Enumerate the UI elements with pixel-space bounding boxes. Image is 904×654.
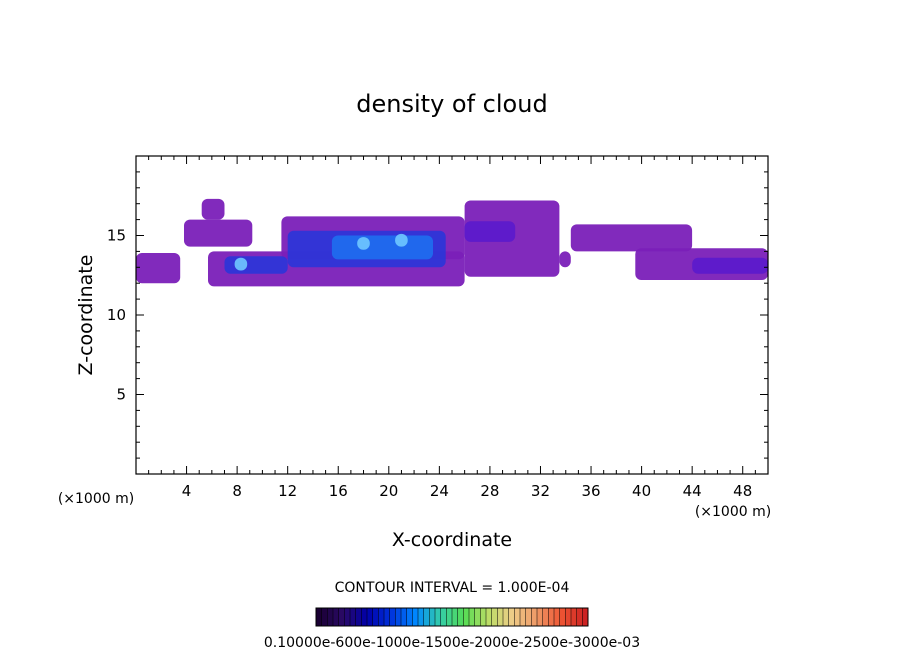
cloud-region-9 xyxy=(224,256,288,274)
x-unit-left: (×1000 m) xyxy=(58,491,134,507)
colorbar-swatch xyxy=(452,608,459,626)
colorbar-swatch xyxy=(508,608,515,626)
colorbar-swatch xyxy=(474,608,481,626)
colorbar-swatch xyxy=(406,608,413,626)
colorbar-swatch xyxy=(486,608,493,626)
colorbar-swatch xyxy=(446,608,453,626)
x-tick-label: 8 xyxy=(232,482,242,500)
colorbar-swatch xyxy=(333,608,340,626)
colorbar-swatch xyxy=(514,608,521,626)
x-tick-label: 44 xyxy=(683,482,702,500)
plot-frame xyxy=(135,155,769,475)
x-tick-label: 4 xyxy=(182,482,192,500)
colorbar-swatch xyxy=(372,608,379,626)
colorbar-swatch xyxy=(389,608,396,626)
x-tick-label: 40 xyxy=(632,482,651,500)
colorbar-swatch xyxy=(457,608,464,626)
colorbar-swatch xyxy=(355,608,362,626)
y-axis-label: Z-coordinate xyxy=(75,255,97,376)
colorbar-swatch xyxy=(384,608,391,626)
x-unit-right: (×1000 m) xyxy=(695,504,771,520)
colorbar-swatch xyxy=(548,608,555,626)
colorbar-swatch xyxy=(525,608,532,626)
colorbar-swatch xyxy=(321,608,328,626)
cloud-region-2 xyxy=(201,198,225,220)
cloud-region-12 xyxy=(234,257,248,271)
cloud-region-13 xyxy=(357,237,370,250)
colorbar-swatch xyxy=(559,608,566,626)
colorbar-swatch xyxy=(350,608,357,626)
colorbar-swatch xyxy=(338,608,345,626)
colorbar-swatch xyxy=(463,608,470,626)
colorbar-swatch xyxy=(423,608,430,626)
x-tick-label: 32 xyxy=(531,482,550,500)
x-tick-label: 36 xyxy=(581,482,600,500)
colorbar-swatch xyxy=(491,608,498,626)
contour-interval-text: CONTOUR INTERVAL = 1.000E-04 xyxy=(335,580,570,596)
colorbar-swatch xyxy=(503,608,510,626)
colorbar-swatch xyxy=(435,608,442,626)
colorbar-swatch xyxy=(418,608,425,626)
colorbar-swatch xyxy=(571,608,578,626)
colorbar-swatch xyxy=(497,608,504,626)
colorbar-swatch xyxy=(520,608,527,626)
colorbar-swatch xyxy=(554,608,561,626)
x-tick-label: 16 xyxy=(329,482,348,500)
y-tick-label: 10 xyxy=(107,306,126,324)
x-tick-label: 48 xyxy=(733,482,752,500)
colorbar-swatch xyxy=(531,608,538,626)
y-tick-label: 5 xyxy=(116,386,126,404)
colorbar-swatch xyxy=(361,608,368,626)
colorbar-swatch xyxy=(576,608,583,626)
cloud-region-16 xyxy=(692,257,768,274)
x-tick-label: 24 xyxy=(430,482,449,500)
cloud-region-0 xyxy=(136,253,181,284)
x-tick-label: 20 xyxy=(379,482,398,500)
colorbar-swatch xyxy=(469,608,476,626)
colorbar-label: 0.10000e-600e-1000e-1500e-2000e-2500e-30… xyxy=(264,635,640,651)
cloud-region-6 xyxy=(559,251,571,268)
colorbar-swatch xyxy=(565,608,572,626)
colorbar-swatch xyxy=(395,608,402,626)
chart-title: density of cloud xyxy=(356,90,547,118)
colorbar-swatch xyxy=(316,608,323,626)
x-tick-label: 28 xyxy=(480,482,499,500)
colorbar-frame xyxy=(315,607,589,627)
colorbar xyxy=(315,607,589,627)
cloud-region-1 xyxy=(184,219,253,247)
colorbar-swatch xyxy=(327,608,334,626)
cloud-region-15 xyxy=(464,221,516,242)
colorbar-swatch xyxy=(344,608,351,626)
y-tick-label: 15 xyxy=(107,227,126,245)
colorbar-swatch xyxy=(537,608,544,626)
colorbar-swatch xyxy=(378,608,385,626)
cloud-region-14 xyxy=(395,233,408,247)
x-tick-label: 12 xyxy=(278,482,297,500)
x-axis-label: X-coordinate xyxy=(392,529,512,551)
colorbar-swatch xyxy=(582,608,589,626)
colorbar-swatch xyxy=(429,608,436,626)
cloud-region-11 xyxy=(331,235,433,260)
colorbar-swatch xyxy=(440,608,447,626)
colorbar-swatch xyxy=(401,608,408,626)
colorbar-swatch xyxy=(367,608,374,626)
colorbar-swatch xyxy=(412,608,419,626)
colorbar-swatch xyxy=(480,608,487,626)
colorbar-swatch xyxy=(542,608,549,626)
cloud-field xyxy=(136,198,768,287)
cloud-region-7 xyxy=(570,224,693,252)
